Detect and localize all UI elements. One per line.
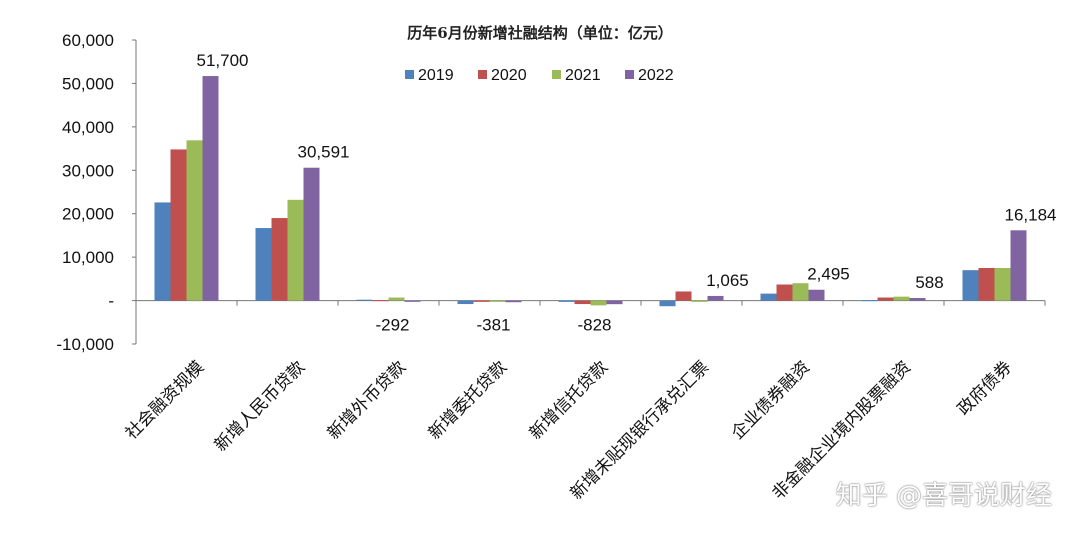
bar-2021 — [388, 297, 405, 301]
bar-2019 — [861, 300, 878, 302]
category-label: 企业债券融资 — [728, 357, 814, 443]
bar-2019 — [558, 300, 575, 302]
bar-2021 — [287, 199, 304, 301]
category-label: 政府债券 — [954, 357, 1016, 419]
bar-2020 — [776, 284, 793, 301]
data-label: 51,700 — [197, 51, 249, 70]
legend-label: 2019 — [418, 67, 454, 84]
legend-label: 2020 — [491, 67, 527, 84]
y-tick-label: 20,000 — [62, 205, 114, 224]
data-labels: 51,700 30,591 -292 -381 -828 1,065 2,495 588 16,… — [197, 51, 1057, 335]
bar-2022 — [606, 300, 623, 305]
category-label: 新增信托贷款 — [526, 357, 612, 443]
y-tick-label: 10,000 — [62, 248, 114, 267]
category-label: 新增外币贷款 — [324, 357, 410, 443]
bar-2019 — [962, 270, 979, 301]
data-label: 588 — [915, 273, 943, 292]
y-tick-label: 50,000 — [62, 74, 114, 93]
data-label: -381 — [476, 316, 510, 335]
bar-2022 — [505, 300, 522, 303]
y-tick-label: 60,000 — [62, 31, 114, 50]
bar-2020 — [574, 300, 591, 305]
legend-label: 2022 — [638, 67, 674, 84]
bar-2021 — [691, 300, 708, 302]
bar-2021 — [186, 140, 203, 301]
bar-2020 — [372, 300, 389, 302]
data-label: -292 — [375, 316, 409, 335]
bar-2022 — [909, 298, 926, 301]
category-label: 新增人民币贷款 — [211, 357, 309, 455]
y-tick-label: 40,000 — [62, 118, 114, 137]
category-label: 新增委托贷款 — [425, 357, 511, 443]
legend-swatch-2019 — [405, 70, 414, 79]
bar-2022 — [1010, 230, 1027, 301]
bar-2020 — [473, 300, 490, 302]
bar-2020 — [271, 218, 288, 301]
bar-2020 — [675, 291, 692, 301]
bar-2019 — [659, 300, 676, 307]
bar-2019 — [760, 293, 777, 301]
bar-2021 — [893, 296, 910, 301]
data-label: 30,591 — [298, 143, 350, 162]
bar-2019 — [255, 228, 272, 301]
bar-2021 — [489, 300, 506, 302]
chart-title: 历年6月份新增社融结构（单位：亿元） — [407, 24, 673, 42]
bar-2020 — [170, 149, 187, 301]
bar-2022 — [202, 76, 219, 301]
bar-2022 — [808, 289, 825, 301]
bar-2019 — [356, 299, 373, 301]
legend: 2019 2020 2021 2022 — [405, 67, 674, 84]
y-tick-label: -10,000 — [56, 335, 114, 354]
bar-2020 — [877, 297, 894, 301]
category-label: 社会融资规模 — [122, 357, 208, 443]
watermark: 知乎 @喜哥说财经 — [835, 481, 1052, 511]
legend-swatch-2021 — [552, 70, 561, 79]
bar-2021 — [994, 268, 1011, 301]
y-tick-label: 30,000 — [62, 161, 114, 180]
bar-2022 — [707, 295, 724, 301]
y-tick-label: - — [108, 292, 114, 311]
bar-2022 — [303, 167, 320, 301]
bar-2021 — [792, 283, 809, 301]
legend-swatch-2022 — [625, 70, 634, 79]
bar-2020 — [978, 268, 995, 301]
bar-2019 — [457, 300, 474, 305]
bar-2021 — [590, 300, 607, 306]
bars — [154, 76, 1027, 307]
legend-label: 2021 — [565, 67, 601, 84]
legend-swatch-2020 — [478, 70, 487, 79]
data-label: 16,184 — [1005, 205, 1057, 224]
axes: 60,000 50,000 40,000 30,000 20,000 10,000 - -10… — [56, 31, 1046, 354]
data-label: -828 — [577, 316, 611, 335]
bar-2022 — [404, 300, 421, 302]
bar-2019 — [154, 202, 171, 301]
data-label: 1,065 — [706, 271, 749, 290]
data-label: 2,495 — [807, 265, 850, 284]
